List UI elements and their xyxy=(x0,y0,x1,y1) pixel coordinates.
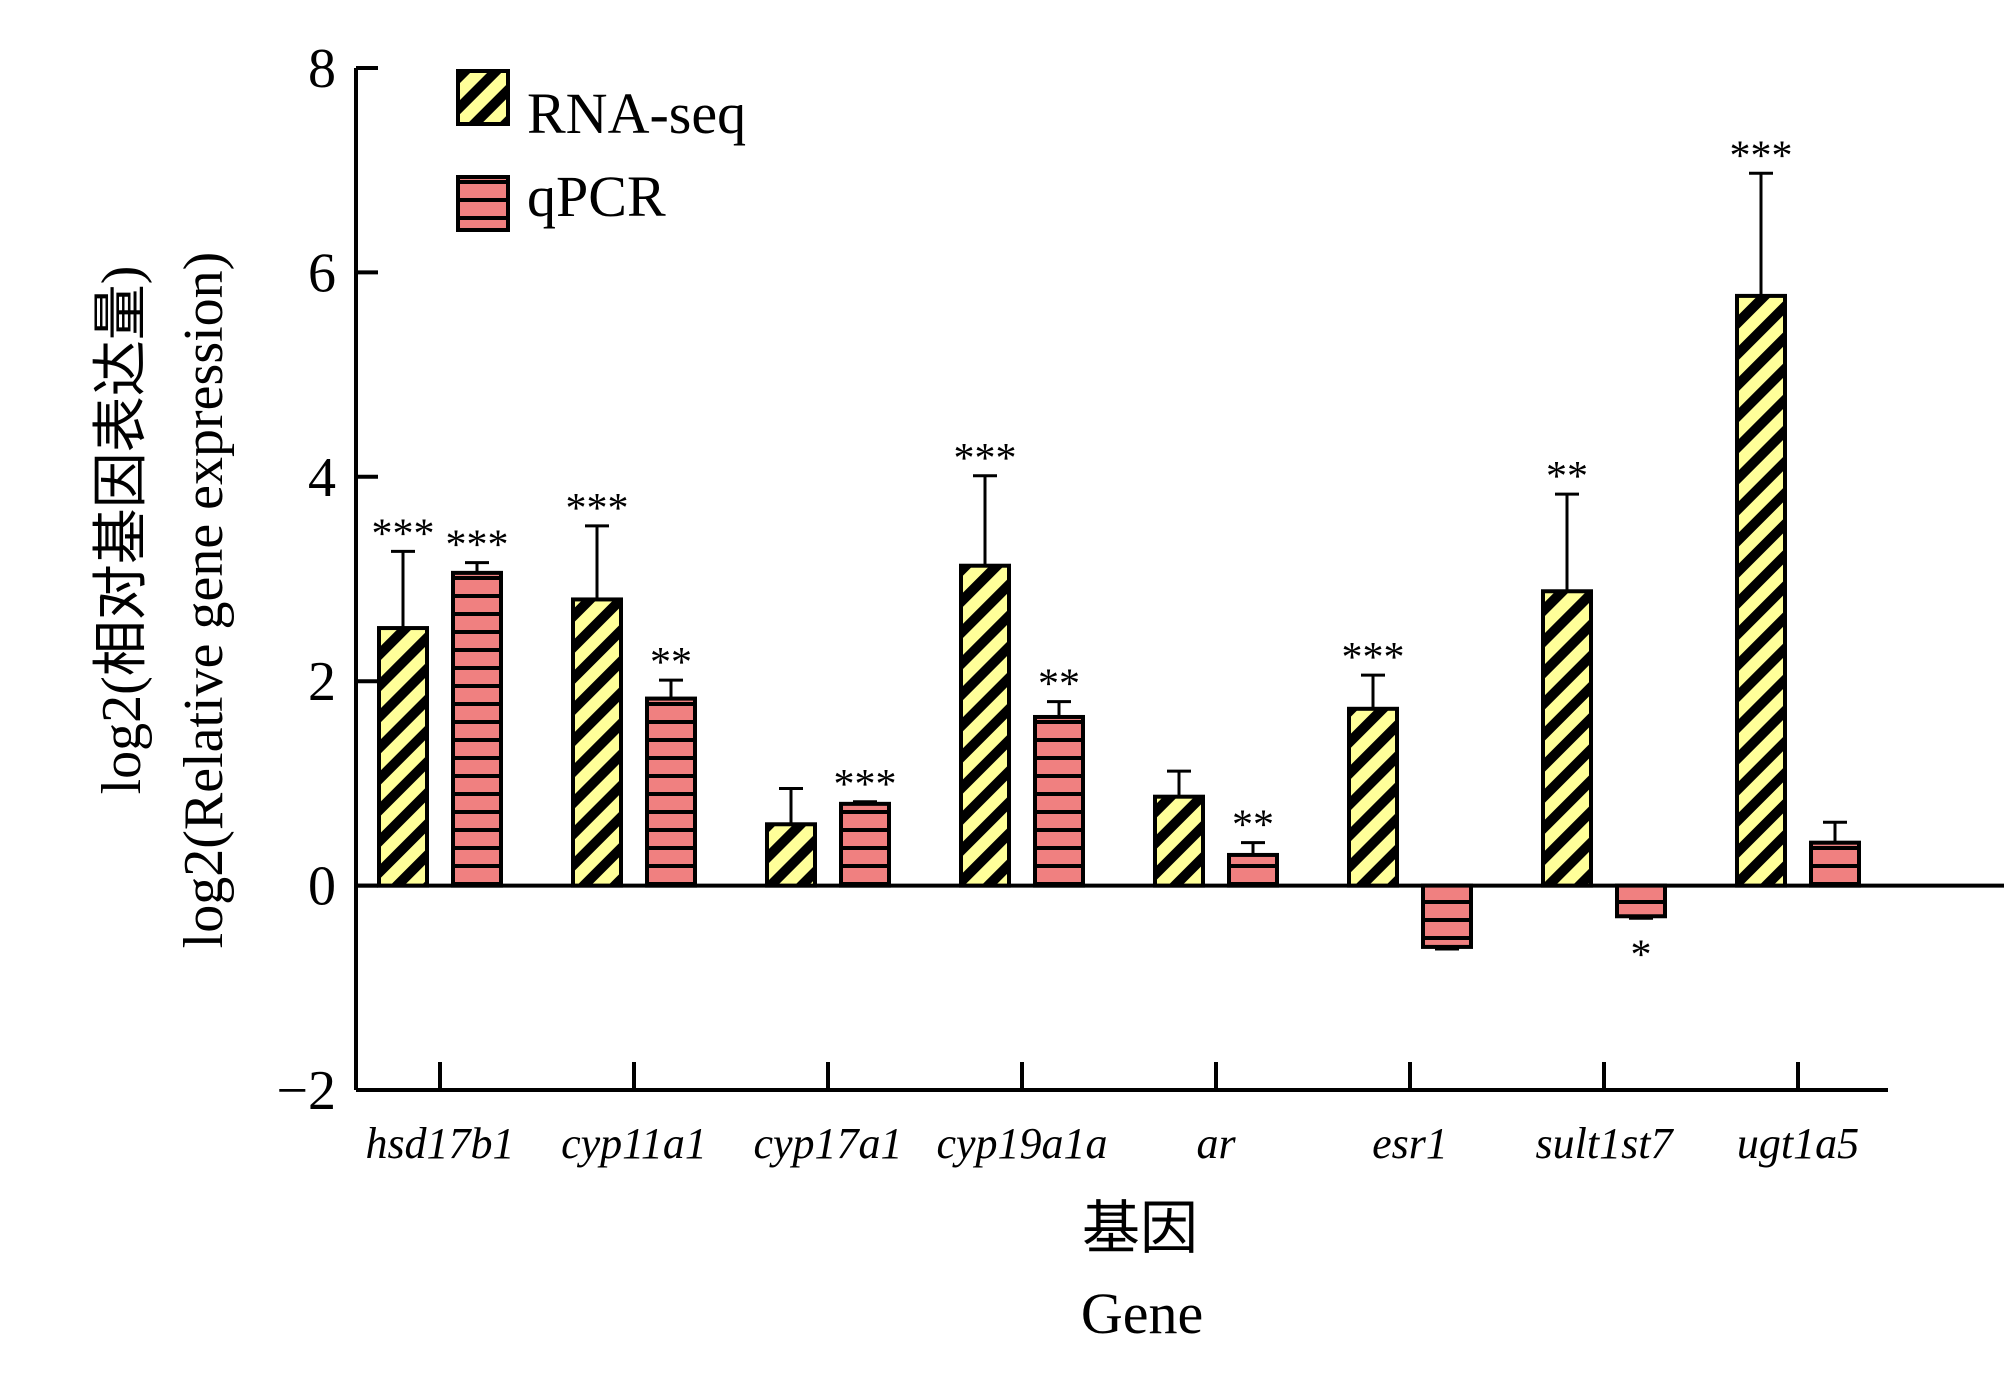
bar-rnaseq-cyp19a1a xyxy=(959,563,1011,888)
x-tick-label-cyp11a1: cyp11a1 xyxy=(561,1119,707,1168)
bar-rnaseq-ugt1a5 xyxy=(1735,293,1787,888)
sig-rnaseq-esr1: *** xyxy=(1342,635,1405,681)
y-tick-label-3: 4 xyxy=(308,447,336,509)
x-tick-label-sult1st7: sult1st7 xyxy=(1536,1119,1675,1168)
bar-rnaseq-esr1 xyxy=(1347,706,1399,888)
sig-qpcr-cyp19a1a: ** xyxy=(1038,662,1080,708)
x-tick-label-cyp19a1a: cyp19a1a xyxy=(936,1119,1107,1168)
y-tick-label-2: 2 xyxy=(308,651,336,713)
sig-qpcr-ar: ** xyxy=(1232,803,1274,849)
legend: RNA-seq qPCR xyxy=(456,69,746,232)
sig-qpcr-sult1st7: * xyxy=(1631,932,1652,978)
sig-rnaseq-hsd17b1: *** xyxy=(372,511,435,557)
x-tick-label-hsd17b1: hsd17b1 xyxy=(365,1119,514,1168)
bar-rnaseq-ar xyxy=(1153,794,1205,888)
bar-qpcr-sult1st7 xyxy=(1615,883,1667,919)
sig-rnaseq-ugt1a5: *** xyxy=(1730,133,1793,179)
y-tick-label-5: 8 xyxy=(308,38,336,100)
y-tick-label-4: 6 xyxy=(308,242,336,304)
bar-qpcr-esr1 xyxy=(1421,883,1473,949)
y-tick-label-0: −2 xyxy=(276,1060,336,1122)
bar-qpcr-ar xyxy=(1227,852,1279,888)
y-tick-label-1: 0 xyxy=(308,856,336,918)
x-tick-label-ugt1a5: ugt1a5 xyxy=(1737,1119,1859,1168)
legend-swatch-rnaseq xyxy=(456,69,510,126)
legend-swatch-qpcr xyxy=(456,175,510,232)
bar-rnaseq-sult1st7 xyxy=(1541,589,1593,888)
sig-qpcr-cyp17a1: *** xyxy=(834,762,897,808)
x-tick-label-cyp17a1: cyp17a1 xyxy=(753,1119,902,1168)
bar-qpcr-cyp17a1 xyxy=(839,801,891,888)
bar-rnaseq-cyp17a1 xyxy=(765,822,817,888)
bar-qpcr-cyp19a1a xyxy=(1033,714,1085,888)
x-axis-title-en: Gene xyxy=(1081,1281,1203,1346)
x-axis-title-cn: 基因 xyxy=(1082,1196,1198,1261)
sig-rnaseq-cyp11a1: *** xyxy=(566,486,629,532)
legend-label-qpcr: qPCR xyxy=(527,164,666,229)
sig-qpcr-hsd17b1: *** xyxy=(446,523,509,569)
bar-qpcr-ugt1a5 xyxy=(1809,840,1861,888)
x-tick-label-esr1: esr1 xyxy=(1372,1119,1448,1168)
sig-rnaseq-sult1st7: ** xyxy=(1546,454,1588,500)
y-axis-title-en: log2(Relative gene expression) xyxy=(173,252,235,949)
bar-rnaseq-cyp11a1 xyxy=(571,597,623,888)
sig-rnaseq-cyp19a1a: *** xyxy=(954,436,1017,482)
x-tick-label-ar: ar xyxy=(1196,1119,1236,1168)
y-axis-title-cn: log2(相对基因表达量) xyxy=(91,266,153,795)
bar-rnaseq-hsd17b1 xyxy=(377,626,429,888)
legend-label-rnaseq: RNA-seq xyxy=(527,81,746,146)
bar-qpcr-hsd17b1 xyxy=(451,570,503,888)
sig-qpcr-cyp11a1: ** xyxy=(650,640,692,686)
bar-qpcr-cyp11a1 xyxy=(645,696,697,888)
